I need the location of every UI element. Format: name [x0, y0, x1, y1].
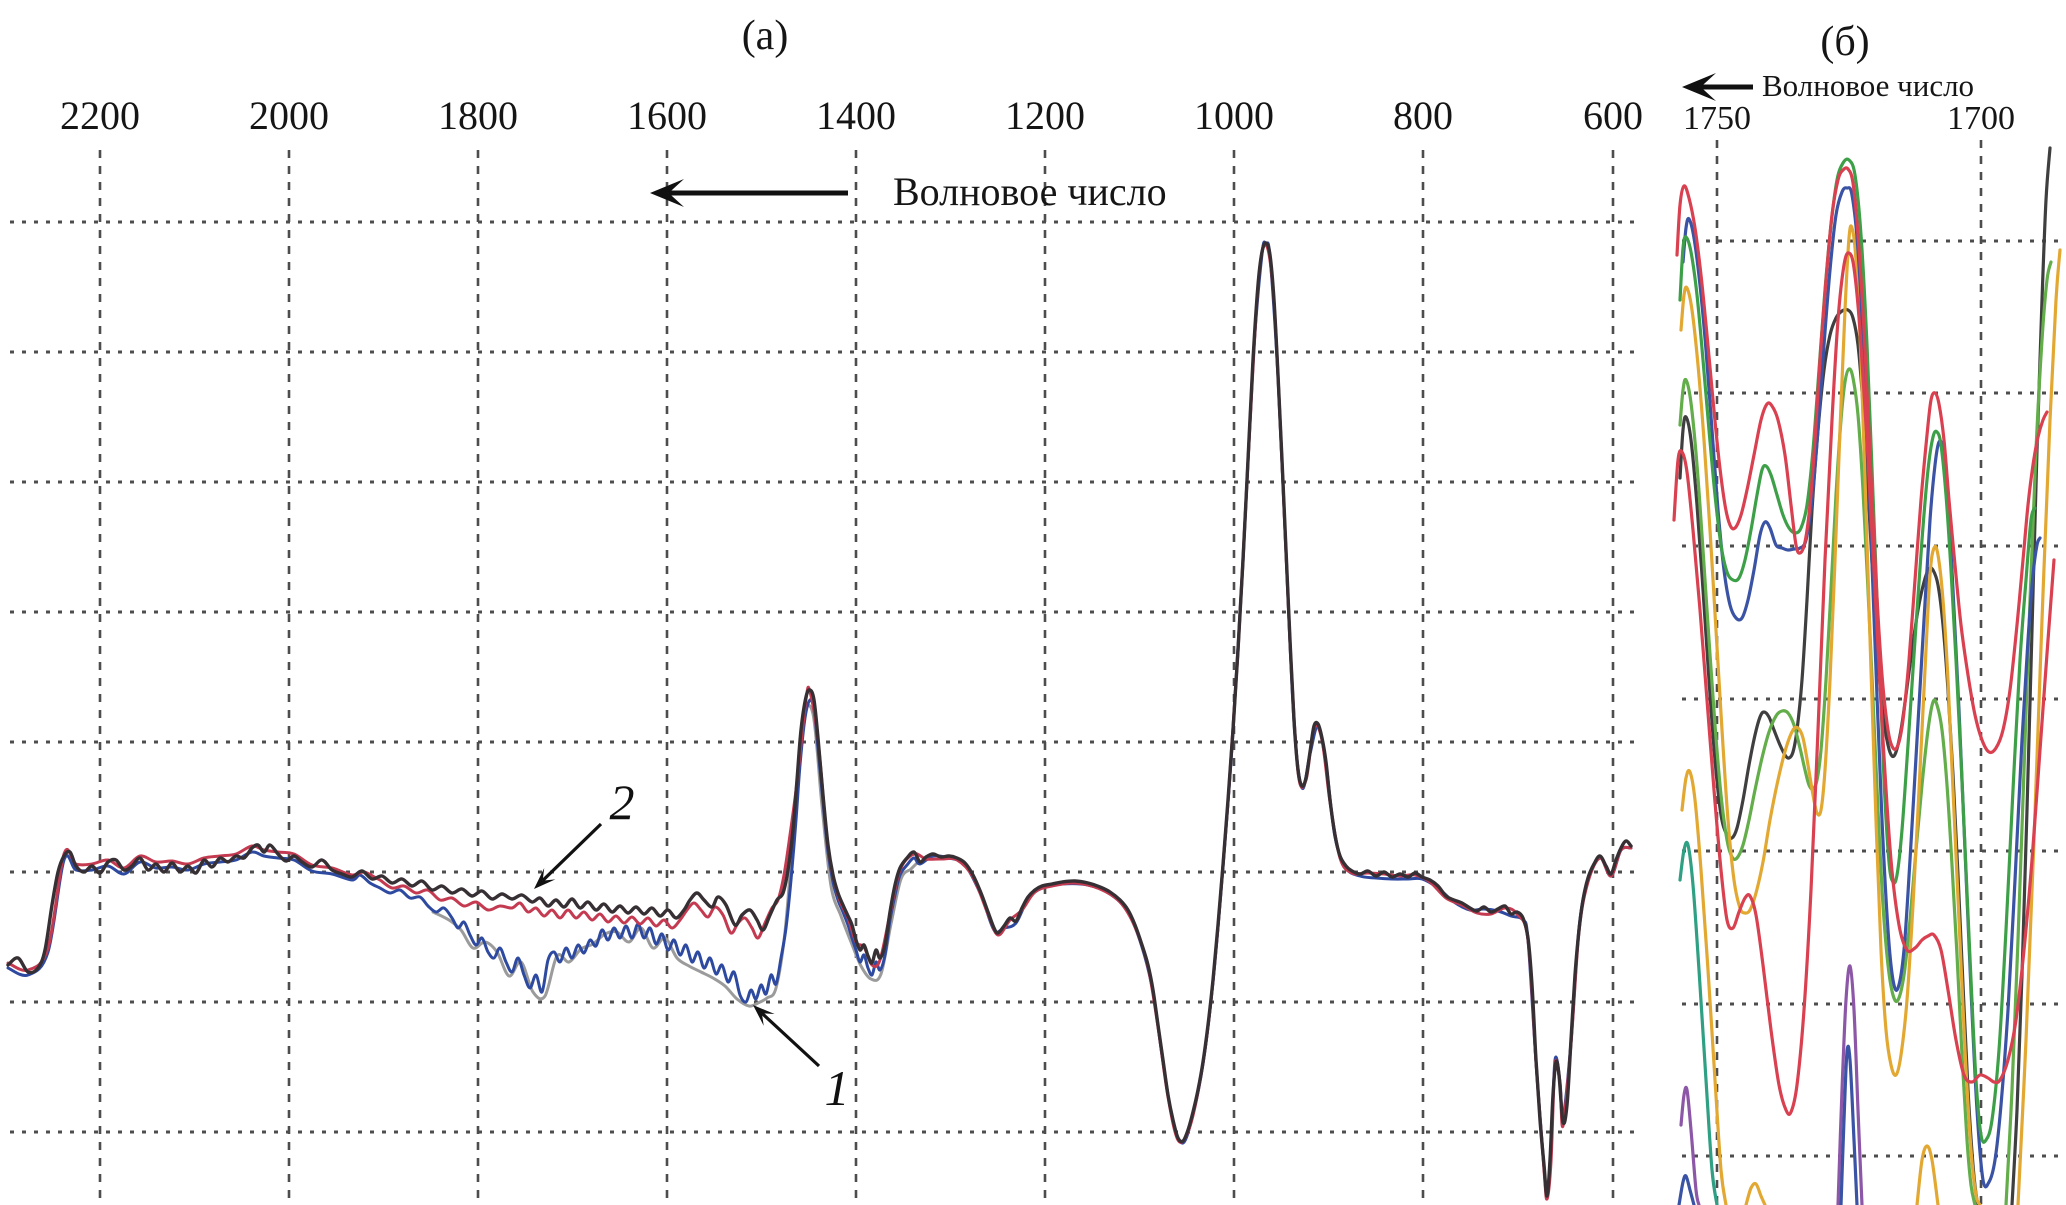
- annotation-arrow-1-head: [753, 1005, 775, 1026]
- x-tick-label: 1000: [1194, 93, 1274, 138]
- x-tick-label: 2200: [60, 93, 140, 138]
- composite-dark: [6, 241, 1633, 1198]
- spectrum-orange-bottom-arc-1: [1744, 1181, 1767, 1205]
- panel-b-axis-label: Волновое число: [1762, 68, 1975, 103]
- x-tick-label: 1800: [438, 93, 518, 138]
- spectrum-blue-left-arc: [1677, 1174, 1696, 1205]
- spectrum-blue-mid-peak: [1839, 1044, 1859, 1205]
- wavenumber-arrow-head: [650, 179, 684, 207]
- shadow-gray: [431, 704, 920, 1008]
- x-tick-label: 1400: [816, 93, 896, 138]
- spectrum-orange: [1679, 224, 1982, 1205]
- x-tick-label: 1700: [1947, 100, 2015, 137]
- x-tick-label: 600: [1583, 93, 1643, 138]
- spectrum-orange-left: [1680, 768, 1728, 1205]
- annotation-arrow-2-head: [534, 867, 556, 889]
- spectrum-orange-right: [2016, 248, 2062, 1205]
- x-tick-label: 2000: [249, 93, 329, 138]
- x-tick-label: 1200: [1005, 93, 1085, 138]
- spectrum-black-right: [2010, 146, 2052, 1205]
- annotation-arrow-1-shaft: [760, 1012, 821, 1068]
- spectrum-teal-left: [1678, 840, 1719, 1205]
- wavenumber-arrow-head: [1682, 73, 1716, 101]
- annotation-arrow-2-shaft: [541, 822, 603, 882]
- spectrum-red-2: [1672, 251, 2056, 1116]
- curve-annotation-2: 2: [609, 774, 635, 830]
- curve-2-red: [6, 243, 1633, 1201]
- x-tick-label: 1750: [1683, 100, 1751, 137]
- panel-a-axis-label: Волновое число: [893, 169, 1167, 214]
- curve-annotation-1: 1: [824, 1060, 850, 1116]
- spectrum-red-1: [1675, 166, 2049, 755]
- curve-1-blue: [6, 240, 1633, 1196]
- x-tick-label: 800: [1393, 93, 1453, 138]
- spectrum-purple-mid-peak: [1836, 964, 1864, 1205]
- panel-b-title: (б): [1820, 19, 1870, 65]
- x-tick-label: 1600: [627, 93, 707, 138]
- spectrum-orange-bottom-arc-2: [1915, 1144, 1940, 1205]
- panel-a-title: (а): [741, 13, 789, 59]
- spectrum-purple-left: [1679, 1085, 1701, 1205]
